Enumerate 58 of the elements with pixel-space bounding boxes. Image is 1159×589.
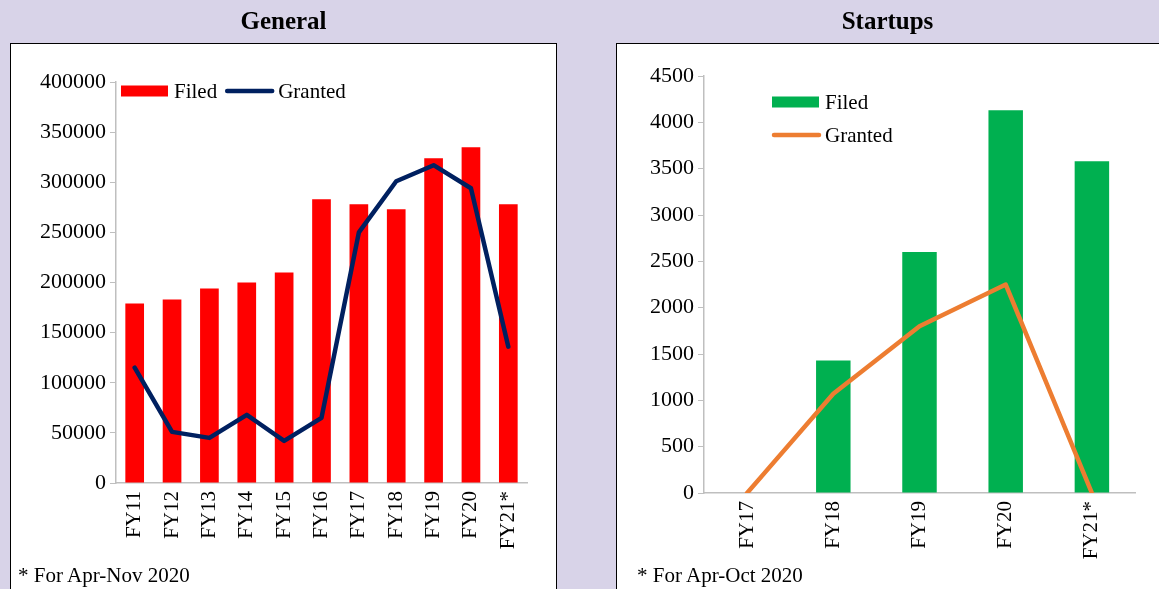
bar: [162, 299, 182, 483]
x-tick-label: FY21*: [1078, 501, 1103, 560]
y-tick-label: 3500: [650, 154, 694, 180]
x-tick-label: FY15: [270, 491, 295, 539]
bar: [125, 303, 145, 483]
x-tick-label: FY13: [195, 491, 220, 539]
x-tick-label: FY19: [906, 501, 931, 549]
y-tick-label: 250000: [40, 218, 106, 244]
y-tick-label: 4500: [650, 61, 694, 87]
x-tick-label: FY17: [733, 501, 758, 549]
bar: [200, 288, 219, 483]
x-tick-label: FY21*: [494, 491, 519, 550]
chart-title: Startups: [840, 6, 935, 36]
bar: [988, 110, 1023, 493]
bar: [386, 209, 406, 483]
x-tick-label: FY12: [158, 491, 183, 539]
chart-title: General: [239, 6, 328, 36]
bar: [312, 199, 331, 483]
legend-label: Filed: [174, 78, 218, 103]
bar: [461, 147, 481, 483]
y-tick-label: 2000: [650, 293, 694, 319]
y-tick-label: 1500: [650, 339, 694, 365]
x-tick-label: FY19: [420, 491, 445, 539]
legend-label: Filed: [825, 89, 869, 114]
legend-label: Granted: [825, 122, 894, 147]
bar: [424, 158, 443, 483]
y-tick-label: 400000: [40, 67, 106, 93]
y-tick-label: 2500: [650, 247, 694, 273]
bar: [816, 360, 851, 493]
bar: [1074, 161, 1110, 493]
y-tick-label: 3000: [650, 200, 694, 226]
y-tick-label: 1000: [650, 386, 694, 412]
x-tick-label: FY20: [457, 491, 482, 539]
y-tick-label: 0: [95, 468, 106, 494]
y-tick-label: 350000: [40, 117, 106, 143]
bar: [274, 272, 294, 483]
x-tick-label: FY17: [345, 491, 370, 539]
y-tick-label: 500: [661, 432, 694, 458]
y-tick-label: 50000: [51, 418, 106, 444]
x-tick-label: FY14: [233, 490, 258, 539]
x-tick-label: FY18: [382, 491, 407, 539]
text: * For Apr-Nov 2020: [18, 563, 190, 587]
y-tick-label: 0: [683, 478, 694, 504]
x-tick-label: FY20: [992, 501, 1017, 549]
x-tick-label: FY18: [819, 501, 844, 549]
x-tick-label: FY16: [308, 491, 333, 539]
bar: [237, 282, 257, 483]
y-tick-label: 4000: [650, 108, 694, 134]
text: * For Apr-Oct 2020: [637, 563, 803, 587]
y-tick-label: 150000: [40, 318, 106, 344]
y-tick-label: 300000: [40, 168, 106, 194]
bar: [902, 252, 937, 493]
x-tick-label: FY11: [121, 491, 146, 539]
bar: [498, 204, 518, 483]
y-tick-label: 100000: [40, 368, 106, 394]
y-tick-label: 200000: [40, 268, 106, 294]
legend-label: Granted: [278, 78, 347, 103]
bar: [349, 204, 369, 483]
